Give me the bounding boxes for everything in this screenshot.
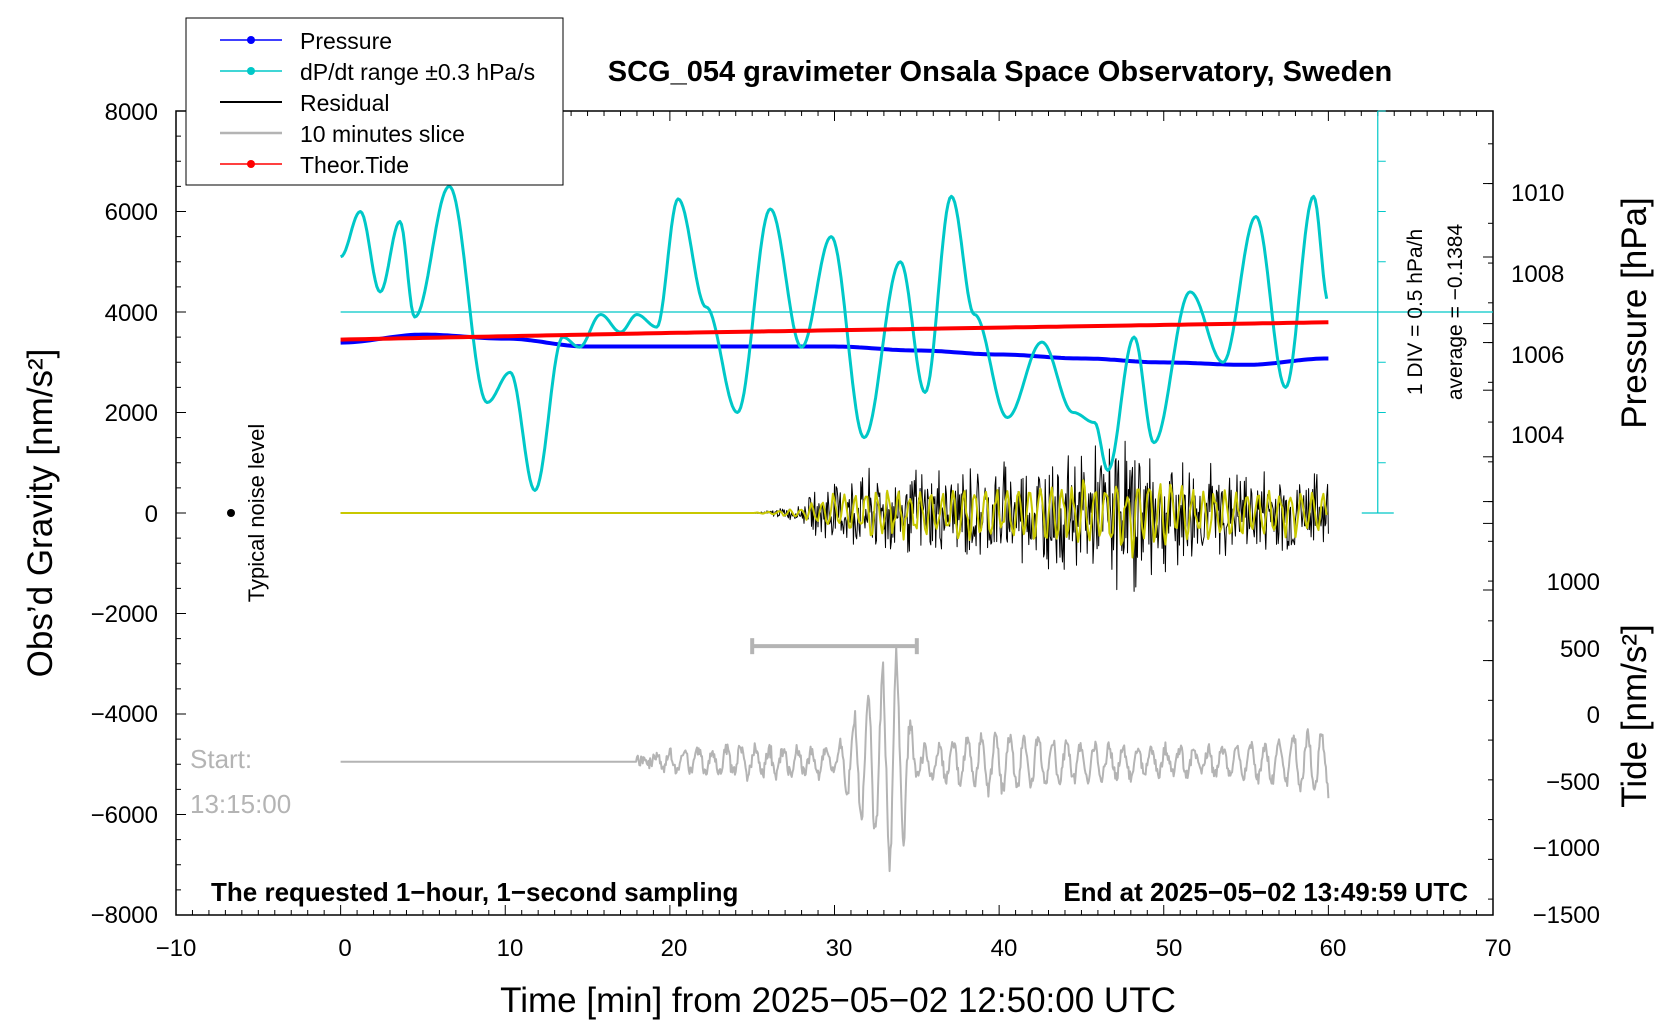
legend-marker-dpdt	[247, 67, 255, 75]
y-axis-label-tide: Tide [nm/s²]	[1615, 624, 1654, 807]
x-tick-label: 40	[991, 935, 1018, 962]
noise-level-label: Typical noise level	[244, 424, 269, 603]
pressure-tick-label: 1008	[1511, 261, 1564, 288]
y-tick-label: 0	[145, 501, 158, 528]
pressure-tick-label: 1004	[1511, 422, 1564, 449]
y-tick-label: −2000	[91, 601, 158, 628]
chart-title: SCG_054 gravimeter Onsala Space Observat…	[608, 56, 1392, 88]
noise-level-dot	[227, 509, 235, 517]
legend-marker-tide	[247, 160, 255, 168]
pressure-tick-labels: 1004 1006 1008 1010	[1511, 180, 1564, 449]
pressure-average: average = −0.1384	[1444, 224, 1467, 401]
footer-right: End at 2025−05−02 13:49:59 UTC	[1063, 877, 1468, 907]
x-tick-label: 60	[1320, 935, 1347, 962]
tide-tick-label: 0	[1587, 702, 1600, 729]
y-axis-label-left: Obs’d Gravity [nm/s²]	[21, 349, 60, 678]
x-tick-label: 30	[826, 935, 853, 962]
tide-tick-label: −1000	[1533, 835, 1600, 862]
legend-label-residual: Residual	[300, 90, 390, 116]
dpdt-line	[340, 184, 1329, 492]
legend-label-pressure: Pressure	[300, 28, 392, 54]
series-layer	[340, 110, 1493, 873]
y-tick-label: −6000	[91, 802, 158, 829]
x-tick-label: 20	[661, 935, 688, 962]
residual-line	[340, 440, 1329, 592]
legend: Pressure dP/dt range ±0.3 hPa/s Residual…	[185, 17, 564, 186]
tide-tick-label: 500	[1560, 636, 1600, 663]
legend-label-slice: 10 minutes slice	[300, 121, 465, 147]
y-tick-labels: −8000 −6000 −4000 −2000 0 2000 4000 6000…	[91, 99, 158, 929]
pressure-scale-div: 1 DIV = 0.5 hPa/h	[1404, 229, 1427, 395]
x-tick-label: −10	[156, 935, 197, 962]
legend-label-dpdt: dP/dt range ±0.3 hPa/s	[300, 59, 535, 85]
x-tick-label: 10	[497, 935, 524, 962]
x-tick-label: 50	[1156, 935, 1183, 962]
tide-tick-label: −1500	[1533, 902, 1600, 929]
start-label: Start:	[190, 744, 252, 774]
y-axis-label-pressure: Pressure [hPa]	[1615, 197, 1654, 429]
pressure-tick-label: 1006	[1511, 342, 1564, 369]
legend-marker-pressure	[247, 36, 255, 44]
x-tick-label: 0	[338, 935, 351, 962]
pressure-line	[340, 332, 1329, 367]
slice-line	[340, 646, 1330, 873]
y-tick-label: −4000	[91, 701, 158, 728]
y-tick-label: 6000	[105, 199, 158, 226]
y-tick-label: −8000	[91, 902, 158, 929]
footer-left: The requested 1−hour, 1−second sampling	[211, 877, 738, 907]
y-tick-label: 4000	[105, 300, 158, 327]
pressure-tick-label: 1010	[1511, 180, 1564, 207]
y-tick-label: 2000	[105, 400, 158, 427]
start-time-label: 13:15:00	[190, 789, 291, 819]
legend-label-tide: Theor.Tide	[300, 152, 409, 178]
tide-tick-label: 1000	[1547, 569, 1600, 596]
tide-tick-label: −500	[1546, 769, 1600, 796]
x-axis-label: Time [min] from 2025−05−02 12:50:00 UTC	[500, 981, 1176, 1020]
tide-line	[340, 320, 1329, 342]
y-tick-label: 8000	[105, 99, 158, 126]
filtered-residual-line	[340, 479, 1328, 559]
tide-tick-labels: −1500 −1000 −500 0 500 1000	[1533, 569, 1600, 929]
x-tick-label: 70	[1485, 935, 1512, 962]
x-tick-labels: −10 0 10 20 30 40 50 60 70	[156, 935, 1512, 962]
